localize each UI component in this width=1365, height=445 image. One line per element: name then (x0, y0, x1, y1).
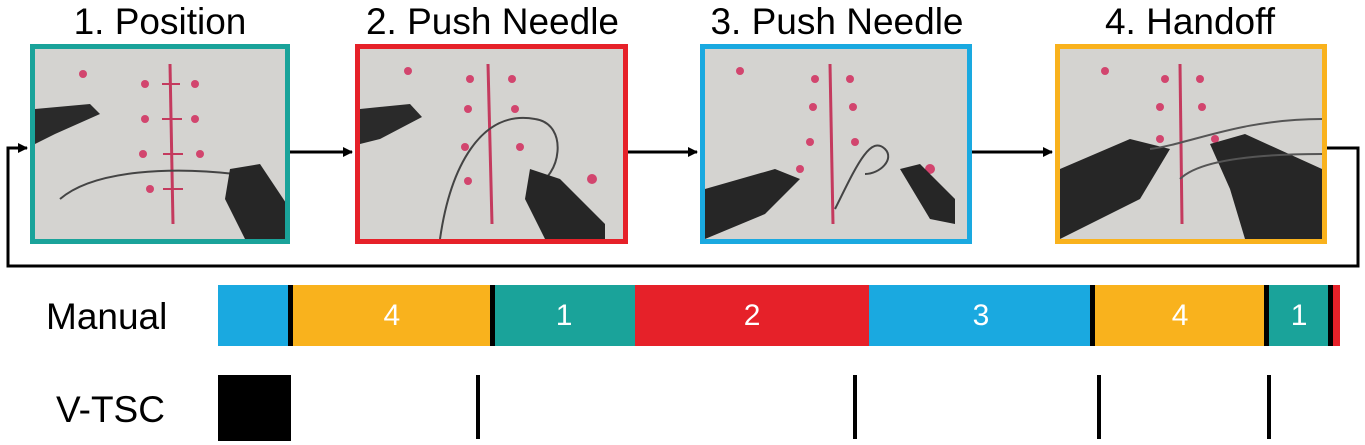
stage-title-3: 3. Push Needle (710, 1, 964, 42)
vtsc-mark-5 (1267, 375, 1272, 439)
stage-frame-4 (1055, 44, 1327, 244)
vtsc-mark-4 (1096, 375, 1101, 439)
manual-boundary-1 (287, 285, 293, 346)
vtsc-mark-2 (476, 375, 481, 439)
manual-boundary-5 (1328, 285, 1334, 346)
manual-boundary-2 (489, 285, 495, 346)
vtsc-mark-3 (853, 375, 858, 439)
manual-segment-3: 1 (492, 285, 636, 346)
stage-frame-3 (700, 44, 972, 244)
suture-image-push-needle-1 (360, 49, 623, 239)
vtsc-mark-1 (218, 375, 291, 441)
manual-segment-8 (1331, 285, 1340, 346)
suture-image-push-needle-2 (705, 49, 967, 239)
stage-frame-1 (30, 44, 290, 244)
manual-segment-2: 4 (290, 285, 493, 346)
vtsc-row-label: V-TSC (56, 389, 165, 430)
manual-boundary-4 (1264, 285, 1270, 346)
manual-segment-6: 4 (1093, 285, 1268, 346)
stage-title-1: 1. Position (73, 1, 247, 42)
manual-segment-4: 2 (635, 285, 869, 346)
manual-boundary-3 (1090, 285, 1096, 346)
vtsc-timeline (218, 375, 1340, 441)
manual-segment-1 (218, 285, 291, 346)
stage-title-4: 4. Handoff (1104, 1, 1276, 42)
suture-image-position (35, 49, 285, 239)
stage-title-2: 2. Push Needle (365, 1, 619, 42)
manual-segment-5: 3 (868, 285, 1094, 346)
manual-row-label: Manual (46, 296, 168, 337)
stage-frame-2 (355, 44, 628, 244)
manual-segment-7: 1 (1267, 285, 1332, 346)
suture-image-handoff (1060, 49, 1322, 239)
